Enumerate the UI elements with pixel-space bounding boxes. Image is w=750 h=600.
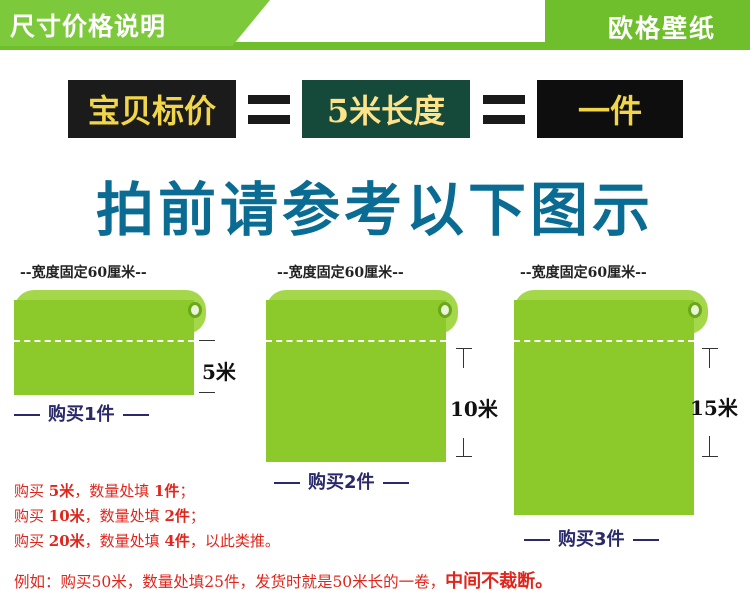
length-tick — [199, 392, 215, 393]
equals-sign-icon — [248, 95, 290, 125]
example-emphasis: 中间不裁断。 — [445, 571, 554, 592]
length-tick — [456, 456, 472, 457]
length-label: 10米 — [450, 397, 498, 421]
note-text: ； — [179, 482, 195, 500]
note-text: ，数量处填 — [84, 507, 165, 525]
length-box: 5米长度 — [302, 80, 470, 138]
length-tick — [702, 348, 718, 349]
length-line — [463, 438, 464, 456]
length-label: 5米 — [202, 360, 236, 384]
buy-label: 购买1件 — [6, 400, 157, 426]
buy-label: 购买3件 — [516, 525, 667, 551]
header-banner: 尺寸价格说明 欧格壁纸 — [0, 0, 750, 50]
price-box: 宝贝标价 — [68, 80, 236, 138]
example-note: 例如：购买50米，数量处填25件，发货时就是50米长的一卷，中间不裁断。 — [14, 567, 553, 593]
roll-body — [514, 300, 694, 515]
subtitle: 拍前请参考以下图示 — [95, 176, 654, 244]
note-qty: 4件 — [164, 532, 190, 550]
width-label: --宽度固定60厘米-- — [520, 265, 647, 281]
note-text: ，数量处填 — [84, 532, 165, 550]
dashed-line — [266, 340, 446, 342]
header-title-tab: 尺寸价格说明 — [0, 0, 270, 46]
roll-body — [14, 300, 194, 395]
equals-sign-icon — [483, 95, 525, 125]
length-line — [709, 348, 710, 368]
note-line: 购买 5米，数量处填 1件； — [14, 480, 194, 501]
piece-box: 一件 — [537, 80, 683, 138]
length-label: 15米 — [690, 396, 738, 420]
length-tick — [702, 456, 718, 457]
note-text: 购买 — [14, 532, 49, 550]
note-line: 购买 10米，数量处填 2件； — [14, 505, 205, 526]
buy-label: 购买2件 — [266, 468, 417, 494]
note-text: 购买 — [14, 507, 49, 525]
width-label: --宽度固定60厘米-- — [277, 265, 404, 281]
note-text: 购买 — [14, 482, 49, 500]
length-line — [463, 348, 464, 368]
brand-name: 欧格壁纸 — [607, 14, 716, 43]
header-title: 尺寸价格说明 — [10, 12, 167, 41]
width-label: --宽度固定60厘米-- — [20, 265, 147, 281]
roll-core-icon — [188, 302, 202, 318]
length-tick — [456, 348, 472, 349]
note-amount: 10米 — [48, 507, 85, 525]
note-line: 购买 20米，数量处填 4件，以此类推。 — [14, 530, 280, 551]
length-tick — [199, 340, 215, 341]
roll-core-icon — [688, 302, 702, 318]
dashed-line — [14, 340, 194, 342]
header-brand-tab: 欧格壁纸 — [545, 0, 750, 50]
note-amount: 20米 — [48, 532, 85, 550]
roll-core-icon — [438, 302, 452, 318]
dashed-line — [514, 340, 694, 342]
note-amount: 5米 — [48, 482, 75, 500]
roll-body — [266, 300, 446, 462]
note-text: ； — [189, 507, 205, 525]
length-line — [709, 436, 710, 456]
note-text: ，以此类推。 — [189, 532, 280, 550]
note-text: ，数量处填 — [74, 482, 154, 500]
note-qty: 1件 — [154, 482, 180, 500]
example-text: 例如：购买50米，数量处填25件，发货时就是50米长的一卷， — [14, 573, 446, 591]
note-qty: 2件 — [164, 507, 190, 525]
